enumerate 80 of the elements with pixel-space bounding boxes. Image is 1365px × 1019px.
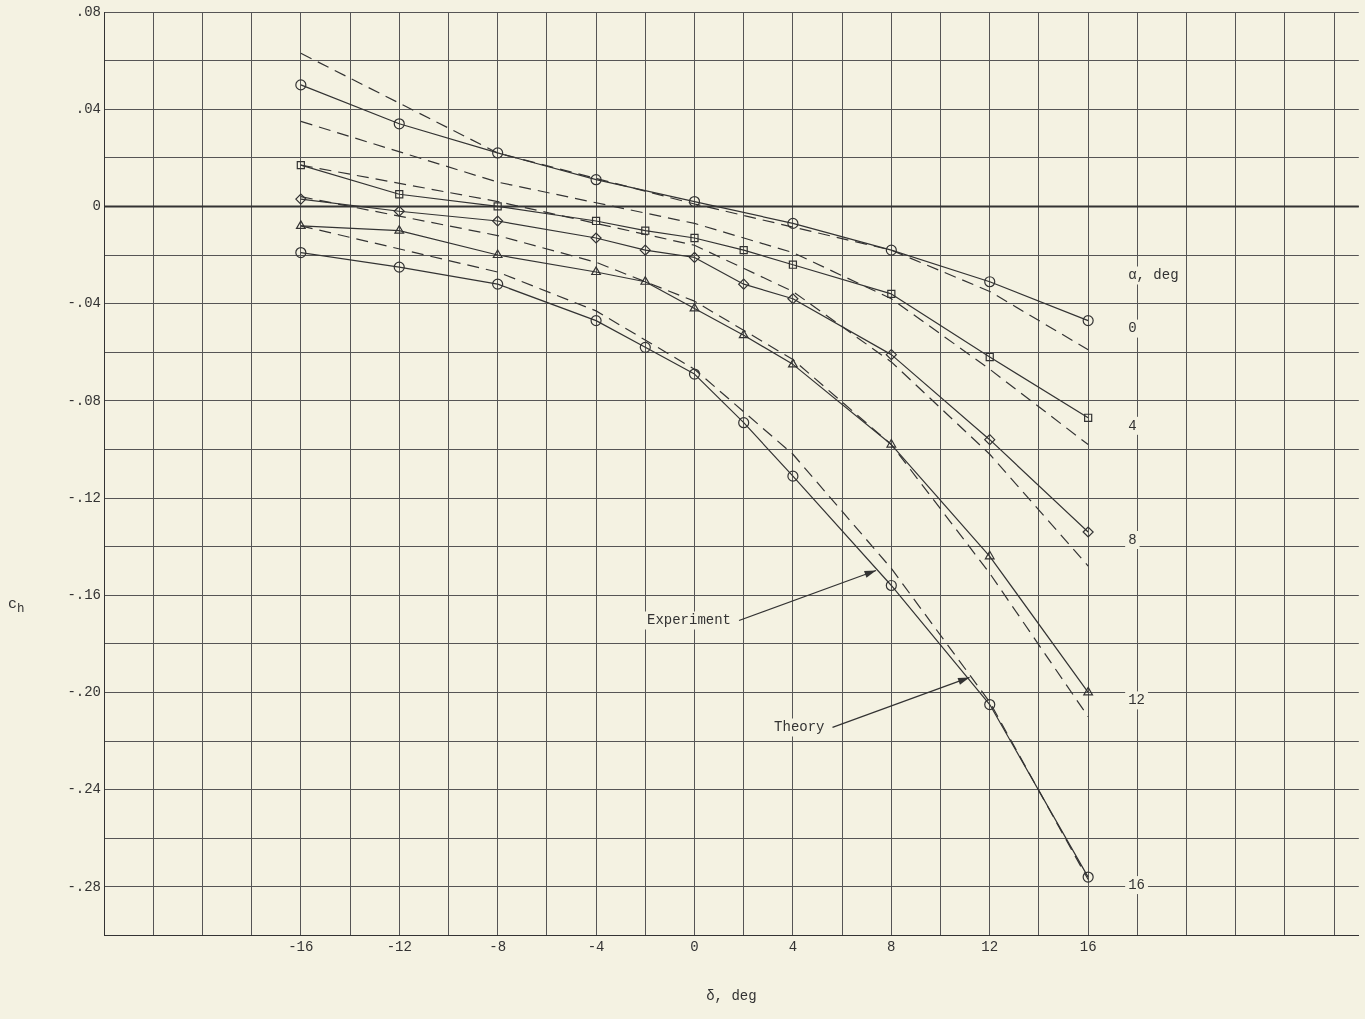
y-tick-label: .08	[75, 3, 101, 20]
y-tick-label: -.08	[67, 392, 101, 409]
point	[690, 233, 699, 243]
point	[591, 216, 601, 226]
point	[296, 160, 305, 170]
point	[492, 249, 503, 259]
point	[639, 244, 651, 256]
text: 16	[1128, 876, 1145, 893]
x-tick-label: -8	[489, 938, 507, 955]
y-tick-label: -.12	[67, 489, 101, 506]
point	[738, 278, 750, 290]
point	[984, 698, 996, 711]
text: 4	[1128, 417, 1137, 434]
x-tick-label: -4	[587, 938, 605, 955]
point	[492, 147, 504, 159]
point	[639, 341, 651, 353]
x-tick-label: 0	[690, 938, 699, 955]
point	[787, 358, 798, 368]
point	[492, 278, 504, 290]
point	[887, 289, 896, 299]
point	[886, 438, 897, 448]
point	[739, 246, 748, 255]
point	[985, 352, 994, 362]
y-axis-title: c$_{h}$	[8, 596, 25, 616]
point	[295, 193, 307, 205]
point	[295, 246, 307, 259]
point	[984, 550, 995, 560]
x-axis-title: δ, deg	[706, 988, 757, 1005]
y-tick-label: -.20	[67, 684, 101, 701]
point	[885, 579, 897, 592]
x-tick-label: 4	[788, 938, 798, 955]
x-tick-label: 8	[887, 938, 896, 955]
point	[885, 349, 897, 361]
x-tick-label: -12	[386, 938, 412, 955]
y-tick-label: -.04	[67, 295, 101, 312]
point	[640, 276, 651, 285]
y-tick-label: -.24	[67, 781, 101, 798]
point	[788, 260, 798, 269]
point	[1082, 871, 1094, 883]
annotation: Theory	[774, 719, 825, 736]
point	[1082, 526, 1094, 538]
point	[591, 266, 602, 276]
text: 8	[1128, 531, 1137, 548]
point	[787, 217, 799, 230]
x-tick-label: 12	[981, 938, 999, 955]
point	[590, 315, 602, 327]
annotation: Experiment	[647, 612, 732, 629]
point	[688, 251, 701, 264]
y-tick-label: -.28	[67, 878, 101, 895]
y-tick-label: .04	[75, 100, 101, 117]
point	[493, 202, 502, 211]
x-tick-label: -16	[288, 938, 314, 955]
point	[393, 261, 405, 273]
y-tick-label: -.16	[67, 586, 101, 603]
point	[885, 244, 897, 256]
point	[984, 276, 996, 288]
point	[689, 302, 700, 312]
legend-title: α, deg	[1128, 267, 1179, 284]
text: 12	[1128, 692, 1145, 709]
point	[984, 434, 996, 446]
y-tick-label: 0	[92, 198, 101, 215]
point	[590, 232, 602, 244]
point	[1084, 413, 1093, 422]
x-tick-label: 16	[1079, 938, 1097, 955]
point	[787, 470, 799, 482]
text: 0	[1128, 320, 1137, 337]
point	[1083, 686, 1094, 696]
point	[1082, 315, 1094, 327]
point	[641, 226, 650, 235]
point	[738, 417, 750, 429]
point	[295, 220, 306, 229]
point	[688, 368, 701, 380]
point	[787, 293, 799, 305]
point	[295, 79, 307, 91]
point	[590, 174, 602, 186]
point	[738, 329, 749, 339]
point	[394, 225, 405, 234]
point	[492, 215, 504, 227]
point	[395, 190, 404, 199]
point	[393, 118, 405, 130]
